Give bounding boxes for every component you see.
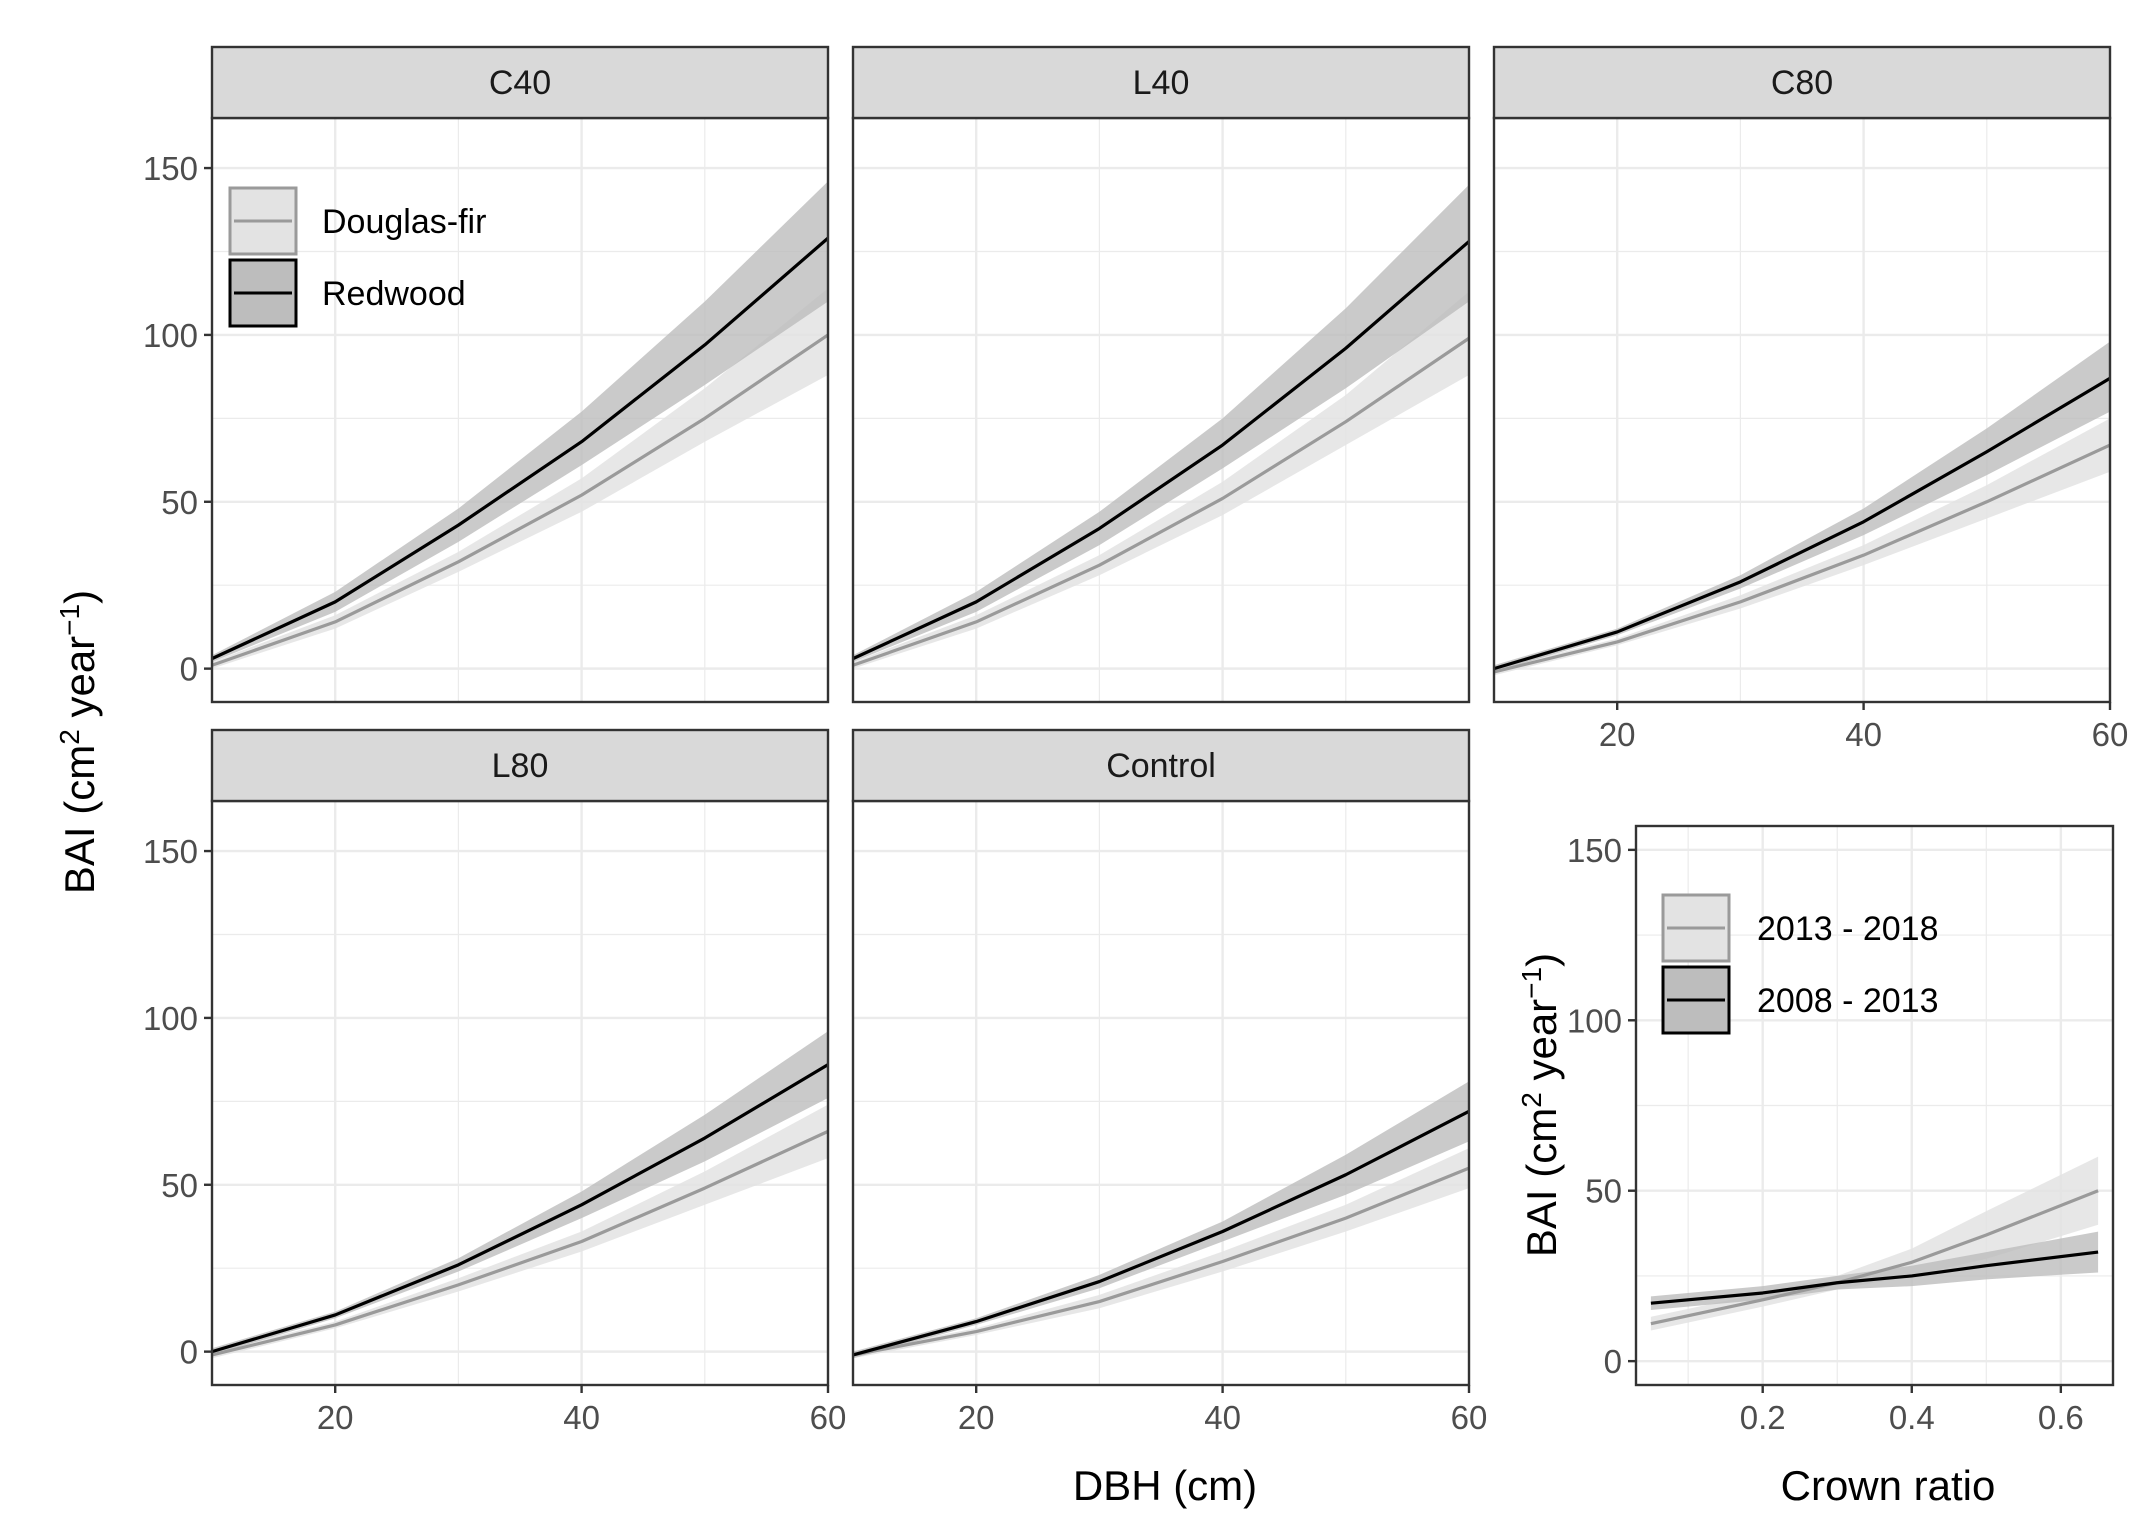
legend-label-2008-2013: 2008 - 2013 — [1757, 982, 1939, 1020]
y-title-suffix: ) — [56, 590, 103, 604]
legend-label-2013-2018: 2013 - 2018 — [1757, 910, 1939, 948]
facet-strip — [851, 45, 1471, 120]
plot-background — [212, 801, 828, 1385]
species-legend: Douglas-fir Redwood — [228, 186, 486, 328]
series-line-0 — [1493, 443, 2111, 674]
facet-strip — [210, 728, 830, 803]
y2-title-suffix: ) — [1518, 953, 1565, 967]
plot-background — [853, 801, 1469, 1385]
y2-title-sup1: 2 — [1516, 1092, 1547, 1108]
facet-strip — [851, 728, 1471, 803]
y-tick-label: 0 — [180, 651, 198, 688]
x-tick-label: 20 — [958, 1399, 995, 1436]
y-tick-label: 100 — [143, 317, 198, 354]
x-tick-label: 20 — [1599, 716, 1636, 753]
confidence-band-1 — [1650, 1231, 2099, 1311]
y-tick-label: 50 — [161, 484, 198, 521]
y-tick-label: 50 — [161, 1167, 198, 1204]
facet-strip-label: L80 — [492, 747, 549, 785]
y-axis-title-crown: BAI (cm2 year−1) — [1516, 953, 1565, 1257]
series-line-0 — [211, 1129, 829, 1357]
facet-strip — [1492, 45, 2112, 120]
y-title-mid: year — [56, 636, 103, 729]
series-line-0 — [211, 333, 829, 667]
x-tick-label: 0.4 — [1889, 1399, 1935, 1436]
panel-border — [1634, 824, 2115, 1387]
facet-strip-label: L40 — [1133, 64, 1190, 102]
y2-title-sup2: −1 — [1516, 967, 1547, 999]
series-line-1 — [852, 240, 1471, 661]
panel-c40: C40 0 50 100 150 — [143, 45, 830, 704]
x-axis-title-crown: Crown ratio — [1781, 1462, 1996, 1509]
plot-background — [1494, 118, 2110, 702]
facet-strip-label: C40 — [489, 64, 551, 102]
legend-label-redwood: Redwood — [322, 275, 466, 313]
facet-strip-label: Control — [1106, 747, 1216, 785]
x-tick-label: 40 — [563, 1399, 600, 1436]
series-line-1 — [211, 236, 830, 661]
series-line-0 — [852, 1166, 1470, 1357]
series-line-0 — [852, 336, 1470, 667]
y-tick-label: 150 — [1567, 832, 1622, 869]
panel-crown-ratio: 0 50 100 150 0.2 0.4 0.6 — [1567, 824, 2115, 1436]
x-tick-label: 20 — [317, 1399, 354, 1436]
y-tick-label: 0 — [1604, 1343, 1622, 1380]
y-tick-label: 50 — [1585, 1173, 1622, 1210]
facet-strip-label: C80 — [1771, 64, 1833, 102]
x-tick-label: 40 — [1845, 716, 1882, 753]
x-tick-label: 0.2 — [1740, 1399, 1786, 1436]
x-tick-label: 60 — [810, 1399, 847, 1436]
y-tick-label: 0 — [180, 1334, 198, 1371]
x-tick-label: 60 — [1451, 1399, 1488, 1436]
x-tick-label: 0.6 — [2038, 1399, 2084, 1436]
panel-l40: L40 — [851, 45, 1471, 704]
y-title-sup1: 2 — [54, 729, 85, 745]
panel-control: Control 20 40 60 — [851, 728, 1488, 1436]
y-title-sup2: −1 — [54, 604, 85, 636]
y-tick-label: 100 — [143, 1000, 198, 1037]
y-tick-label: 150 — [143, 150, 198, 187]
series-line-0 — [1650, 1189, 2099, 1326]
series-line-1 — [1650, 1250, 2099, 1305]
x-tick-label: 60 — [2092, 716, 2129, 753]
series-line-1 — [211, 1063, 829, 1354]
y-axis-title-dbh: BAI (cm2 year−1) — [54, 590, 103, 894]
y-tick-label: 150 — [143, 833, 198, 870]
series-line-1 — [852, 1109, 1470, 1357]
y2-title-prefix: BAI (cm — [1518, 1108, 1565, 1257]
facet-strip — [210, 45, 830, 120]
series-line-1 — [1493, 376, 2111, 671]
panel-l80: L80 0 50 100 150 20 40 60 — [143, 728, 847, 1436]
x-axis-title-dbh: DBH (cm) — [1073, 1462, 1257, 1509]
period-legend: 2013 - 2018 2008 - 2013 — [1661, 893, 1939, 1035]
y-tick-label: 100 — [1567, 1002, 1622, 1039]
x-tick-label: 40 — [1204, 1399, 1241, 1436]
panel-c80: C80 20 40 60 — [1492, 45, 2129, 753]
legend-label-douglas-fir: Douglas-fir — [322, 203, 486, 241]
y-title-prefix: BAI (cm — [56, 745, 103, 894]
y2-title-mid: year — [1518, 999, 1565, 1092]
